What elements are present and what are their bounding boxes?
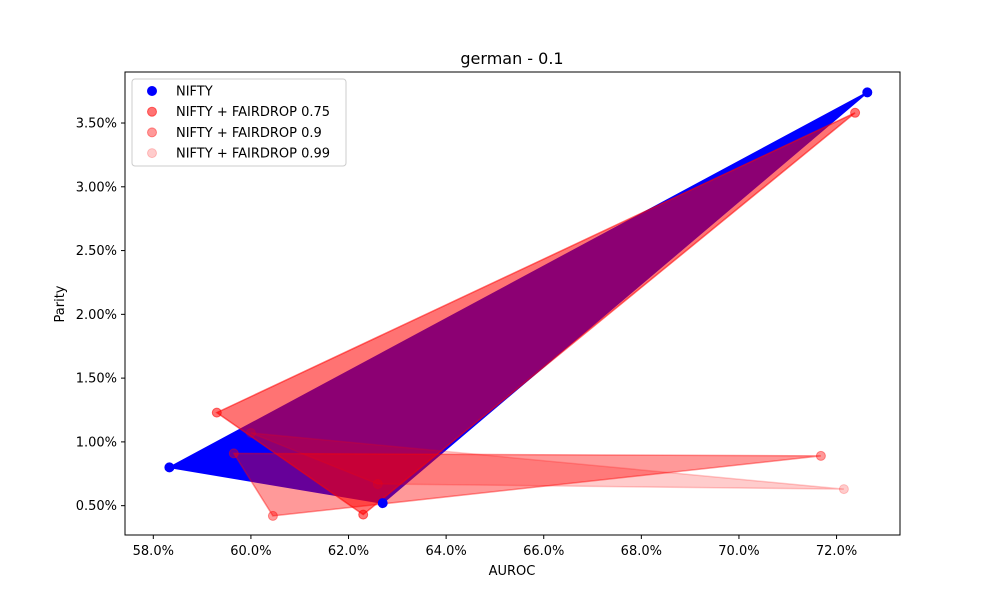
series-0-point-0: [164, 462, 175, 473]
x-tick-label: 60.0%: [230, 544, 271, 559]
legend-marker-3: [147, 148, 157, 159]
x-axis-label: AUROC: [489, 564, 536, 579]
y-tick-label: 1.00%: [76, 435, 117, 450]
legend-label-0: NIFTY: [176, 85, 213, 100]
x-tick-label: 68.0%: [621, 544, 662, 559]
legend: NIFTY NIFTY + FAIRDROP 0.75 NIFTY + FAIRDR…: [131, 78, 347, 167]
x-tick-label: 66.0%: [523, 544, 564, 559]
x-tick-label: 70.0%: [718, 544, 759, 559]
x-tick-label: 58.0%: [133, 544, 174, 559]
y-tick-label: 3.50%: [76, 117, 117, 132]
series-3-point-0: [838, 484, 849, 495]
x-tick-label: 72.0%: [816, 544, 857, 559]
y-tick-label: 3.00%: [76, 180, 117, 195]
y-axis: 0.50% 1.00% 1.50% 2.00% 2.50% 3.00% 3.50%: [76, 117, 125, 514]
legend-marker-1: [147, 106, 157, 117]
y-tick-label: 1.50%: [76, 372, 117, 387]
series-3-point-1: [245, 428, 256, 438]
series-2-point-1: [815, 450, 826, 461]
series-0-point-1: [862, 87, 873, 98]
series-1-point-2: [358, 509, 369, 520]
y-axis-label: Parity: [53, 285, 68, 322]
series-0-point-2: [377, 498, 388, 509]
y-tick-label: 2.50%: [76, 244, 117, 259]
legend-label-2: NIFTY + FAIRDROP 0.9: [176, 126, 322, 141]
legend-marker-0: [147, 86, 157, 96]
series-1-point-1: [211, 407, 222, 418]
series-3-polygon: [250, 432, 844, 490]
legend-label-1: NIFTY + FAIRDROP 0.75: [176, 105, 330, 120]
series-1-point-0: [850, 107, 861, 118]
series-points: [164, 87, 873, 521]
series-1-polygon: [215, 112, 856, 516]
chart-title: german - 0.1: [460, 49, 563, 68]
series-3-point-2: [372, 479, 383, 489]
series-2-point-2: [228, 448, 239, 459]
x-tick-label: 62.0%: [328, 544, 369, 559]
y-tick-label: 2.00%: [76, 308, 117, 323]
x-tick-label: 64.0%: [425, 544, 466, 559]
y-tick-label: 0.50%: [76, 499, 117, 514]
plot-frame: [124, 71, 901, 536]
legend-label-3: NIFTY + FAIRDROP 0.99: [176, 147, 330, 162]
series-2-point-0: [267, 510, 278, 521]
x-axis: 58.0% 60.0% 62.0% 64.0% 66.0% 68.0% 70.0% 72.0%: [133, 535, 857, 559]
legend-box: [131, 78, 347, 167]
legend-marker-2: [147, 127, 157, 138]
